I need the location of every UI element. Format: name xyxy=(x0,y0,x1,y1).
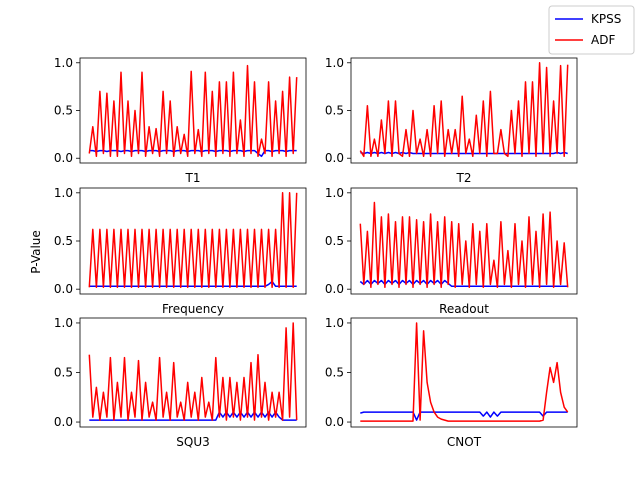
y-tick-label: 1.0 xyxy=(54,56,73,70)
x-axis-label-readout: Readout xyxy=(439,302,489,316)
series-line-adf-squ3 xyxy=(88,322,298,421)
y-tick-label: 1.0 xyxy=(325,316,344,330)
subplot-frequency: 0.0 0.5 1.0 Frequency xyxy=(54,186,307,316)
y-tick-label: 0.0 xyxy=(325,415,344,429)
y-tick-label: 0.5 xyxy=(54,234,73,248)
axes-frame xyxy=(79,317,307,428)
y-tick-label: 0.5 xyxy=(325,104,344,118)
x-axis-label-cnot: CNOT xyxy=(447,435,482,449)
y-tick-label: 0.5 xyxy=(325,366,344,380)
y-tick-label: 1.0 xyxy=(325,56,344,70)
axes-frame xyxy=(79,187,307,295)
y-tick-label: 0.0 xyxy=(325,151,344,165)
x-axis-label-t1: T1 xyxy=(185,171,201,185)
series-line-adf-t1 xyxy=(88,64,298,158)
y-tick-label: 0.0 xyxy=(54,282,73,296)
y-tick-label: 0.5 xyxy=(54,104,73,118)
series-line-adf-readout xyxy=(359,201,569,289)
legend: KPSS ADF xyxy=(548,5,635,55)
axes-frame xyxy=(350,317,578,428)
x-axis-label-squ3: SQU3 xyxy=(176,435,209,449)
series-line-adf-cnot xyxy=(360,322,569,422)
legend-label-adf: ADF xyxy=(591,33,615,47)
y-tick-label: 0.0 xyxy=(54,415,73,429)
series-line-kpss-cnot xyxy=(360,411,568,421)
y-tick-label: 1.0 xyxy=(325,186,344,200)
series-line-adf-t2 xyxy=(359,62,569,158)
axes-frame xyxy=(350,187,578,295)
series-line-kpss-readout xyxy=(359,279,568,288)
subplot-readout: 0.0 0.5 1.0 Readout xyxy=(325,186,578,316)
y-tick-label: 0.5 xyxy=(54,366,73,380)
y-tick-label: 0.5 xyxy=(325,234,344,248)
subplot-squ3: 0.0 0.5 1.0 SQU3 xyxy=(54,316,307,449)
axes-frame xyxy=(350,57,578,164)
y-axis-label: P-Value xyxy=(29,230,43,274)
subplot-t2: 0.0 0.5 1.0 T2 xyxy=(325,56,578,185)
series-line-kpss-t2 xyxy=(360,151,568,155)
subplot-grid: 0.0 0.5 1.0 T1 0.0 0.5 1.0 T2 0.0 0.5 1.0 Frequency… xyxy=(54,56,578,449)
x-axis-label-t2: T2 xyxy=(456,171,472,185)
series-line-adf-frequency xyxy=(88,192,298,289)
subplot-cnot: 0.0 0.5 1.0 CNOT xyxy=(325,316,578,449)
y-tick-label: 0.0 xyxy=(325,282,344,296)
subplot-t1: 0.0 0.5 1.0 T1 xyxy=(54,56,307,185)
y-tick-label: 1.0 xyxy=(54,316,73,330)
axes-frame xyxy=(79,57,307,164)
legend-frame xyxy=(548,5,635,55)
y-tick-label: 1.0 xyxy=(54,186,73,200)
y-tick-label: 0.0 xyxy=(54,151,73,165)
x-axis-label-frequency: Frequency xyxy=(162,302,224,316)
legend-label-kpss: KPSS xyxy=(591,12,621,26)
